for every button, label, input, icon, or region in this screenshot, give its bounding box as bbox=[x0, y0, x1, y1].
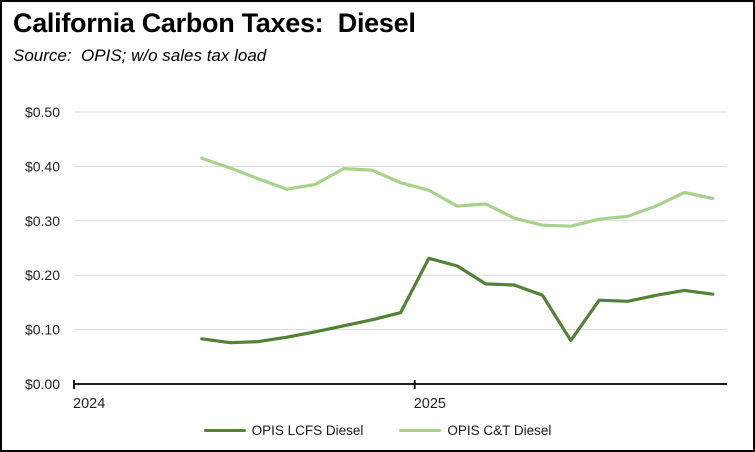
y-axis-tick-label: $0.00 bbox=[25, 376, 60, 392]
lcfs-line-swatch-icon bbox=[203, 428, 246, 433]
series-line-opis-lcfs-diesel bbox=[200, 256, 715, 345]
legend-label: OPIS LCFS Diesel bbox=[251, 423, 364, 438]
ct-line-swatch-icon bbox=[399, 428, 442, 433]
x-axis-tick-label: 2025 bbox=[414, 396, 446, 412]
chart-title: California Carbon Taxes: Diesel bbox=[13, 8, 416, 38]
series-line-opis-c-t-diesel bbox=[200, 156, 715, 228]
y-axis-tick-label: $0.30 bbox=[25, 213, 60, 229]
legend-label: OPIS C&T Diesel bbox=[447, 423, 552, 438]
x-axis-tick-label: 2024 bbox=[73, 396, 105, 412]
legend-item-opis-lcfs-diesel: OPIS LCFS Diesel bbox=[203, 423, 364, 438]
legend-item-opis-ct-diesel: OPIS C&T Diesel bbox=[399, 423, 551, 438]
y-axis-tick-label: $0.40 bbox=[25, 158, 60, 174]
chart-subtitle: Source: OPIS; w/o sales tax load bbox=[13, 46, 267, 65]
chart-legend: OPIS LCFS Diesel OPIS C&T Diesel bbox=[2, 423, 753, 438]
y-axis-tick-label: $0.10 bbox=[25, 322, 60, 338]
y-axis-tick-label: $0.50 bbox=[25, 104, 60, 120]
y-axis-tick-label: $0.20 bbox=[25, 267, 60, 283]
